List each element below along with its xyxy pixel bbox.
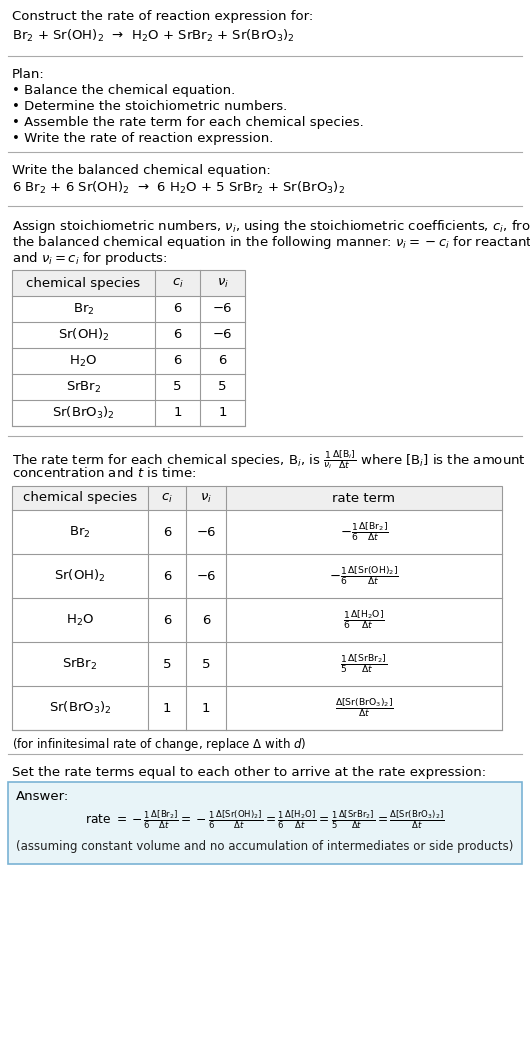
Text: Sr(OH)$_2$: Sr(OH)$_2$	[58, 327, 109, 343]
Text: Sr(OH)$_2$: Sr(OH)$_2$	[54, 568, 106, 584]
Text: $-\frac{1}{6}\frac{\Delta[\mathrm{Sr(OH)_2}]}{\Delta t}$: $-\frac{1}{6}\frac{\Delta[\mathrm{Sr(OH)…	[329, 565, 399, 588]
Bar	[12, 270, 245, 296]
Text: Assign stoichiometric numbers, $\nu_i$, using the stoichiometric coefficients, $: Assign stoichiometric numbers, $\nu_i$, …	[12, 218, 530, 235]
Text: • Balance the chemical equation.: • Balance the chemical equation.	[12, 84, 235, 97]
Text: $\frac{\Delta[\mathrm{Sr(BrO_3)_2}]}{\Delta t}$: $\frac{\Delta[\mathrm{Sr(BrO_3)_2}]}{\De…	[334, 697, 393, 720]
Text: concentration and $t$ is time:: concentration and $t$ is time:	[12, 467, 196, 480]
Text: 5: 5	[163, 658, 171, 670]
Text: • Assemble the rate term for each chemical species.: • Assemble the rate term for each chemic…	[12, 116, 364, 129]
Text: $\nu_i$: $\nu_i$	[200, 492, 212, 504]
Text: $c_i$: $c_i$	[172, 276, 183, 290]
Text: SrBr$_2$: SrBr$_2$	[63, 657, 98, 672]
Text: the balanced chemical equation in the following manner: $\nu_i = -c_i$ for react: the balanced chemical equation in the fo…	[12, 234, 530, 251]
Text: $-\frac{1}{6}\frac{\Delta[\mathrm{Br}_2]}{\Delta t}$: $-\frac{1}{6}\frac{\Delta[\mathrm{Br}_2]…	[340, 521, 388, 544]
Text: Sr(BrO$_3$)$_2$: Sr(BrO$_3$)$_2$	[52, 405, 115, 422]
Text: • Determine the stoichiometric numbers.: • Determine the stoichiometric numbers.	[12, 100, 287, 113]
Text: 1: 1	[202, 702, 210, 714]
Text: Br$_2$: Br$_2$	[69, 524, 91, 540]
Text: 1: 1	[218, 407, 227, 419]
Text: (assuming constant volume and no accumulation of intermediates or side products): (assuming constant volume and no accumul…	[16, 840, 514, 852]
Text: Write the balanced chemical equation:: Write the balanced chemical equation:	[12, 164, 271, 177]
Text: 5: 5	[173, 381, 182, 393]
Bar	[12, 270, 245, 426]
Text: chemical species: chemical species	[23, 492, 137, 504]
Text: 6: 6	[163, 569, 171, 583]
Text: 5: 5	[202, 658, 210, 670]
Text: The rate term for each chemical species, B$_i$, is $\frac{1}{\nu_i}\frac{\Delta[: The rate term for each chemical species,…	[12, 448, 526, 471]
Text: 6: 6	[202, 614, 210, 627]
Text: 6: 6	[163, 525, 171, 539]
Text: 6: 6	[163, 614, 171, 627]
Bar	[12, 486, 502, 510]
Text: • Write the rate of reaction expression.: • Write the rate of reaction expression.	[12, 132, 273, 145]
Text: $c_i$: $c_i$	[161, 492, 173, 504]
Text: 6: 6	[173, 302, 182, 316]
Text: −6: −6	[196, 569, 216, 583]
Bar	[12, 486, 502, 730]
Text: $\frac{1}{6}\frac{\Delta[\mathrm{H_2O}]}{\Delta t}$: $\frac{1}{6}\frac{\Delta[\mathrm{H_2O}]}…	[343, 609, 385, 632]
Text: Br$_2$: Br$_2$	[73, 301, 94, 317]
Text: rate $= -\frac{1}{6}\frac{\Delta[\mathrm{Br_2}]}{\Delta t} = -\frac{1}{6}\frac{\: rate $= -\frac{1}{6}\frac{\Delta[\mathrm…	[85, 809, 445, 832]
Text: Br$_2$ + Sr(OH)$_2$  →  H$_2$O + SrBr$_2$ + Sr(BrO$_3$)$_2$: Br$_2$ + Sr(OH)$_2$ → H$_2$O + SrBr$_2$ …	[12, 28, 295, 44]
Text: $\frac{1}{5}\frac{\Delta[\mathrm{SrBr_2}]}{\Delta t}$: $\frac{1}{5}\frac{\Delta[\mathrm{SrBr_2}…	[340, 653, 388, 676]
Text: Construct the rate of reaction expression for:: Construct the rate of reaction expressio…	[12, 10, 313, 23]
Text: −6: −6	[213, 302, 232, 316]
Text: 6: 6	[173, 355, 182, 367]
Bar	[12, 486, 502, 730]
Text: Set the rate terms equal to each other to arrive at the rate expression:: Set the rate terms equal to each other t…	[12, 766, 486, 779]
Text: H$_2$O: H$_2$O	[69, 354, 98, 368]
Text: −6: −6	[213, 328, 232, 341]
Text: 6: 6	[173, 328, 182, 341]
Text: (for infinitesimal rate of change, replace Δ with $d$): (for infinitesimal rate of change, repla…	[12, 736, 306, 753]
Text: 1: 1	[163, 702, 171, 714]
Text: chemical species: chemical species	[26, 276, 140, 290]
Text: Answer:: Answer:	[16, 790, 69, 803]
Text: 5: 5	[218, 381, 227, 393]
Text: Plan:: Plan:	[12, 68, 45, 81]
Text: H$_2$O: H$_2$O	[66, 613, 94, 628]
Text: Sr(BrO$_3$)$_2$: Sr(BrO$_3$)$_2$	[49, 700, 111, 717]
Text: rate term: rate term	[332, 492, 395, 504]
Text: 6 Br$_2$ + 6 Sr(OH)$_2$  →  6 H$_2$O + 5 SrBr$_2$ + Sr(BrO$_3$)$_2$: 6 Br$_2$ + 6 Sr(OH)$_2$ → 6 H$_2$O + 5 S…	[12, 180, 345, 196]
Bar	[12, 270, 245, 426]
Text: and $\nu_i = c_i$ for products:: and $\nu_i = c_i$ for products:	[12, 250, 167, 267]
Text: −6: −6	[196, 525, 216, 539]
Text: 6: 6	[218, 355, 227, 367]
Text: SrBr$_2$: SrBr$_2$	[66, 380, 101, 394]
Text: 1: 1	[173, 407, 182, 419]
Text: $\nu_i$: $\nu_i$	[217, 276, 228, 290]
Bar	[8, 782, 522, 864]
